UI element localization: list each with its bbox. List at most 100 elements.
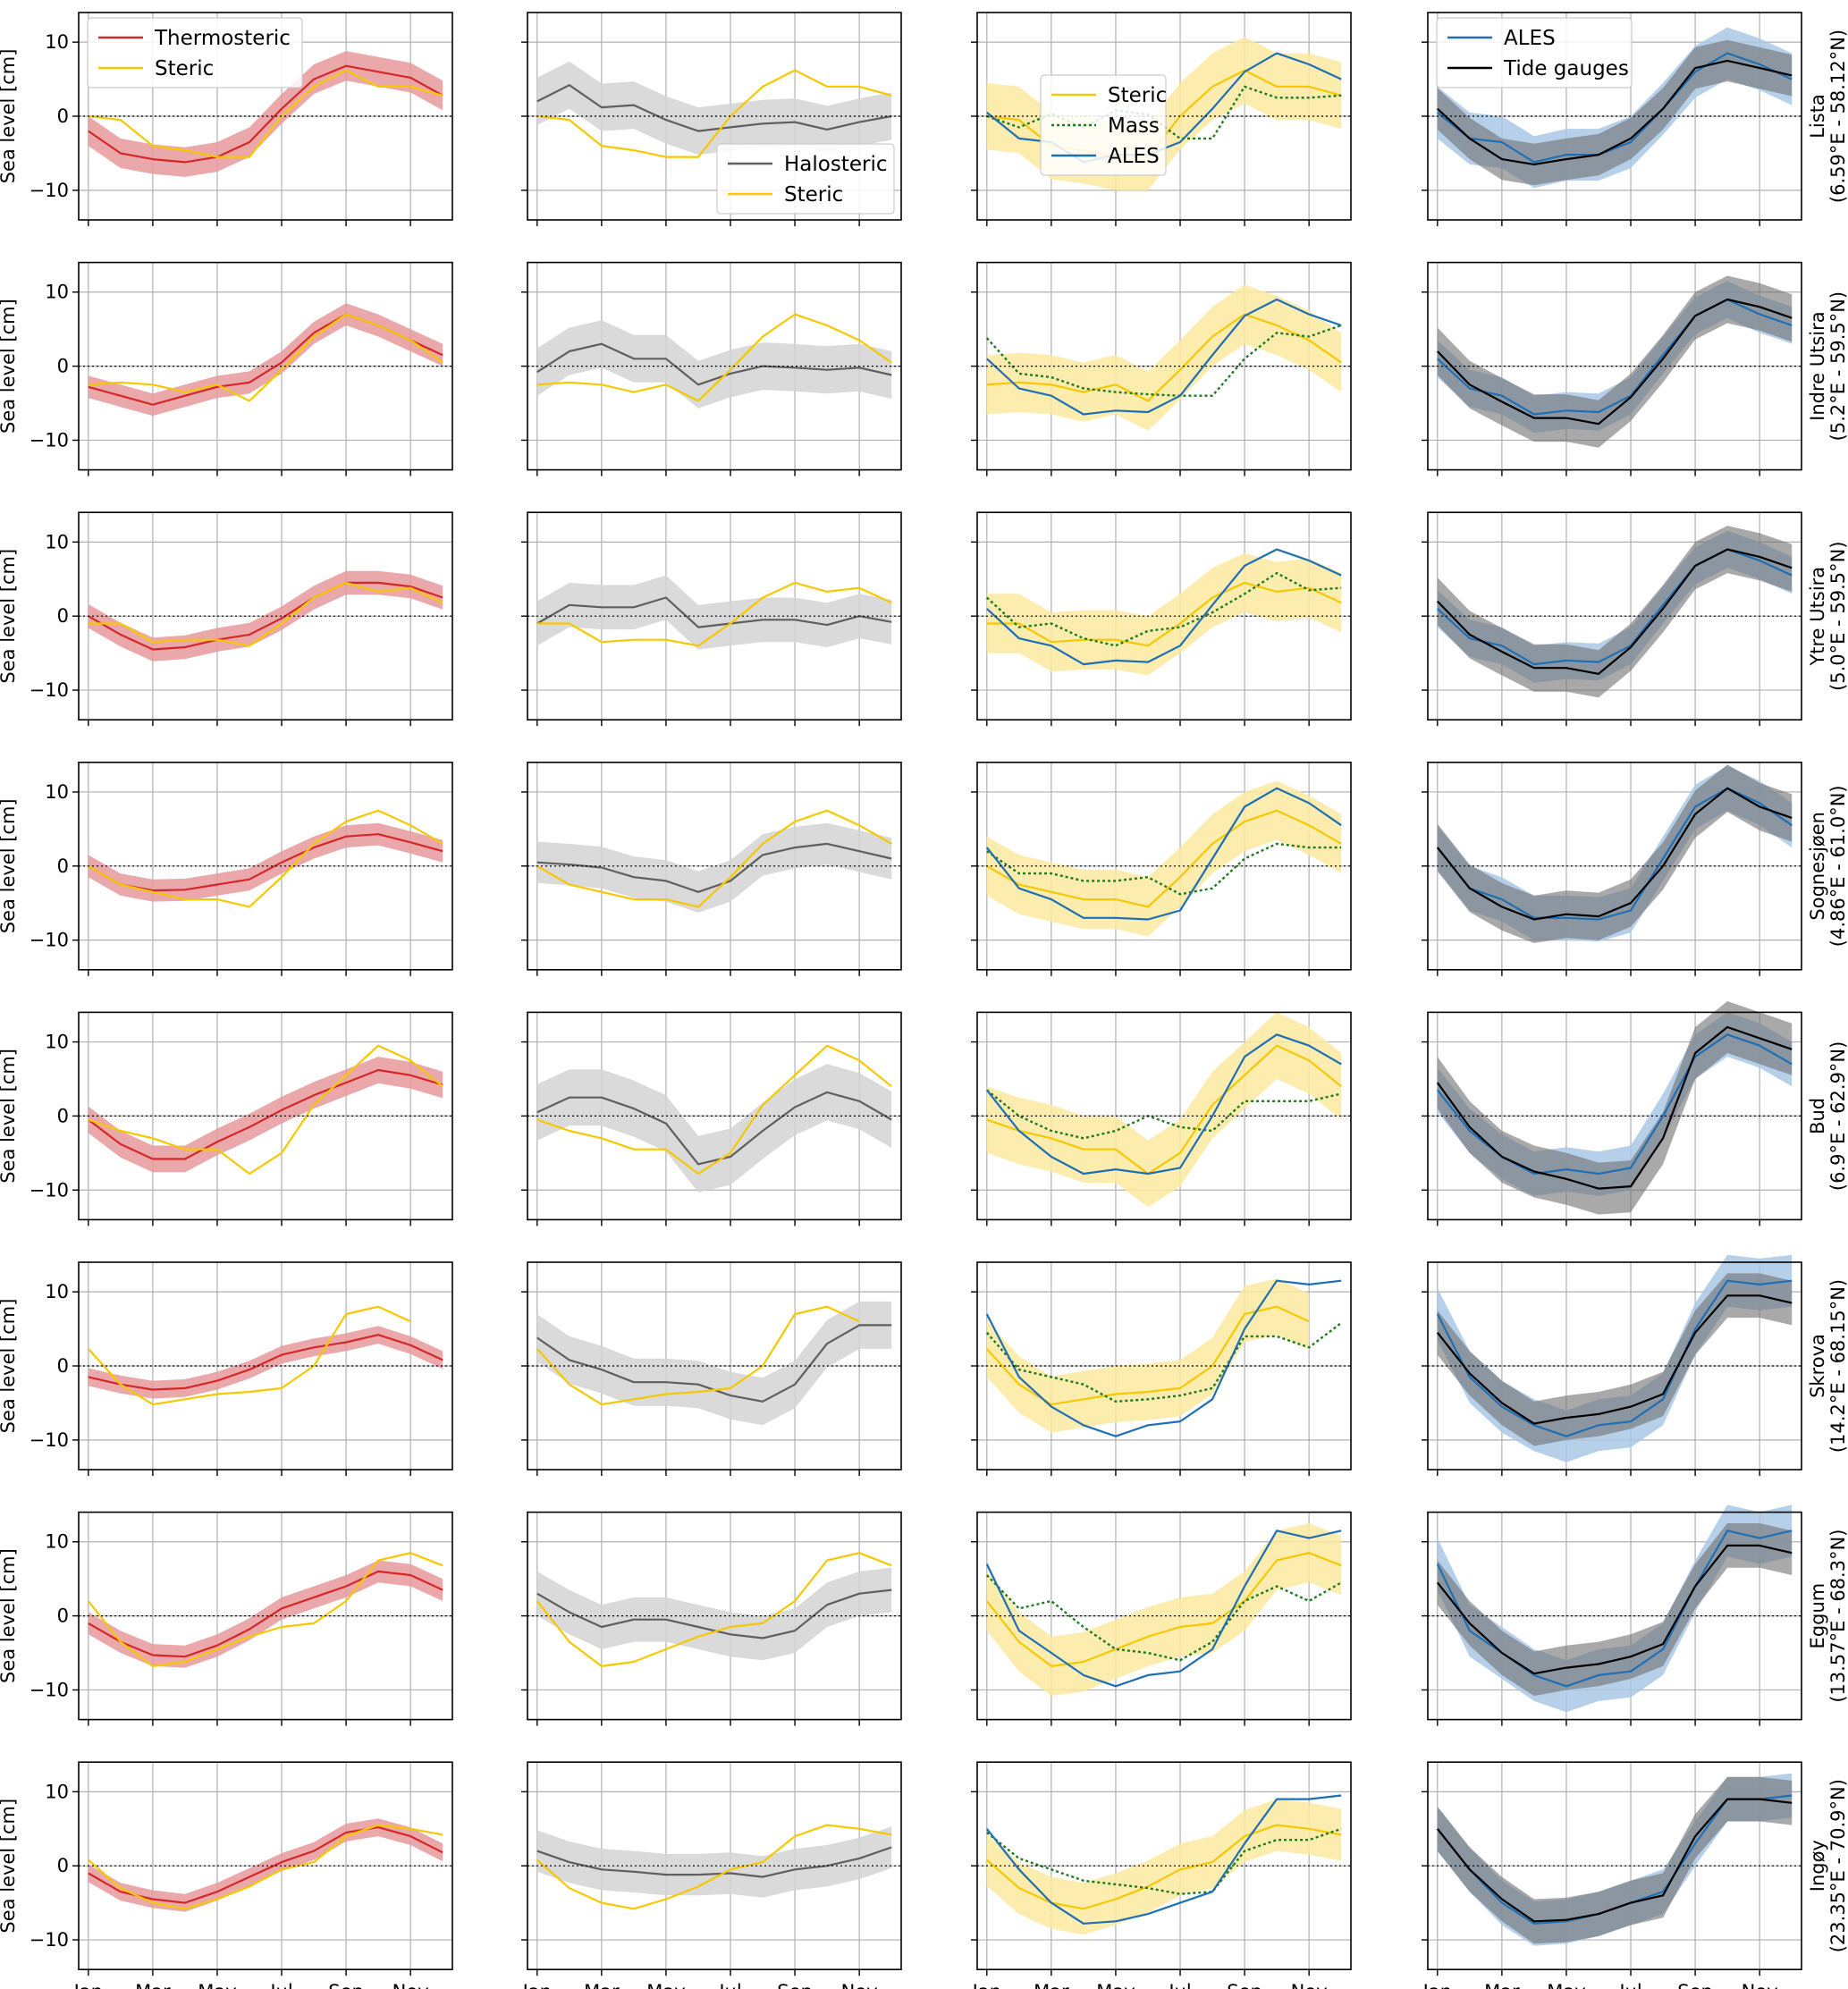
x-tick-label: Mar [1034,1981,1069,1989]
halosteric-band [536,1301,892,1426]
legend: Halosteric Steric [716,143,895,215]
thermosteric-band [88,1560,443,1668]
steric-band [986,780,1342,937]
steric-line [536,581,892,647]
thermosteric-band [88,1818,443,1912]
y-axis-label: Sea level [cm] [0,798,19,933]
tide-gauges-band [1437,1776,1793,1944]
legend-box [716,143,895,215]
steric-line [536,69,892,158]
steric-line [88,313,443,402]
halosteric-band [536,822,892,913]
x-tick-label: Jul [1617,1981,1641,1989]
legend-label-tide-gauges: Tide gauges [1503,57,1629,80]
tide-gauges-line [1437,59,1793,165]
ales-line [985,1794,1342,1925]
halosteric-band [536,1064,892,1193]
panel-3-1: 10 0 −10 Sea level [cm] [0,511,453,727]
x-tick-label: Mar [1484,1981,1520,1989]
panel-4-2 [521,761,902,976]
mass-line [986,842,1342,896]
steric-band [986,1523,1342,1697]
y-tick-label: 10 [45,282,69,303]
tide-gauges-line [1436,787,1793,921]
x-tick-label: Nov [392,1981,429,1989]
thermosteric-line [88,833,443,892]
panel-4-4: Sognesjøen (4.86°E - 61.0°N) [1422,761,1848,976]
panel-4-3 [971,761,1352,976]
legend: Steric Mass ALES [1040,74,1167,176]
y-tick-label: 10 [45,1531,69,1553]
panel-2-3 [971,261,1352,476]
tide-gauges-line [1437,548,1793,675]
station-name: Lista [1807,94,1828,139]
thermosteric-band [88,1057,443,1173]
steric-line [536,1305,860,1406]
steric-band [986,1799,1342,1935]
legend-box [87,17,303,88]
y-tick-label: 0 [57,605,69,627]
y-axis-label: Sea level [cm] [0,1548,19,1683]
panel-3-2 [521,511,902,727]
panel-3-3 [971,511,1352,727]
y-tick-label: 10 [45,1781,69,1802]
tide-gauges-line [1436,1025,1793,1190]
ales-line [1437,52,1793,164]
steric-line [87,1552,443,1668]
ales-line [986,548,1342,666]
x-tick-label: Jul [268,1981,292,1989]
x-tick-label: May [1547,1981,1585,1989]
x-tick-label: Nov [1742,1981,1778,1989]
station-name: Bud [1807,1098,1828,1134]
legend-label-steric: Steric [784,183,843,206]
y-tick-label: 0 [57,1855,69,1876]
panel-5-4: Bud (6.9°E - 62.9°N) [1422,1001,1848,1226]
mass-line [986,1827,1342,1895]
y-tick-label: 0 [57,105,69,127]
mass-line [985,324,1342,397]
halosteric-line [536,842,892,893]
steric-line [87,1305,411,1406]
station-coords: (14.2°E - 68.15°N) [1827,1279,1848,1453]
panel-2-4: Indre Utsira (5.2°E - 59.5°N) [1422,261,1848,476]
x-tick-label: Mar [584,1981,620,1989]
x-tick-label: Nov [841,1981,878,1989]
y-axis-label: Sea level [cm] [0,1299,19,1434]
panel-5-2 [521,1011,902,1226]
station-coords: (6.59°E - 58.12°N) [1827,29,1848,203]
steric-line [536,313,892,402]
steric-line [986,1044,1342,1176]
legend-label-steric: Steric [1108,84,1167,107]
steric-line [88,809,443,908]
y-tick-label: 10 [45,531,69,552]
station-coords: (6.9°E - 62.9°N) [1827,1041,1848,1191]
y-tick-label: 0 [57,1105,69,1126]
halosteric-line [536,596,892,628]
panel-8-4: Jan Mar May Jul Sep Nov Ingøy(23.35°E - 70.9°N… [1422,1761,1848,1989]
y-axis-label: Sea level [cm] [0,549,19,684]
x-tick-label: Jan [72,1981,103,1989]
y-axis-label: Sea level [cm] [0,299,19,434]
steric-line [536,1044,892,1176]
panel-2-1: 10 0 −10 Sea level [cm] [0,261,453,476]
ales-line [985,787,1342,921]
halosteric-band [536,1826,892,1898]
halosteric-band [536,320,892,409]
halosteric-line [536,1846,892,1878]
y-tick-label: −10 [30,1179,69,1201]
tide-gauges-band [1437,1523,1793,1697]
panel-5-3 [971,1011,1352,1226]
ales-line [985,1279,1342,1437]
steric-line [986,809,1342,908]
steric-line [88,581,443,647]
halosteric-line [536,342,892,386]
panel-1-4: Lista (6.59°E - 58.12°N) ALES Tide gauges [1422,12,1848,226]
y-axis-label: Sea level [cm] [0,49,19,184]
steric-line [986,1824,1342,1910]
station-coords: (5.2°E - 59.5°N) [1827,291,1848,441]
thermosteric-line [88,1068,443,1160]
steric-line [88,1824,443,1910]
tide-gauges-line [1437,298,1793,426]
y-tick-label: −10 [30,429,69,451]
